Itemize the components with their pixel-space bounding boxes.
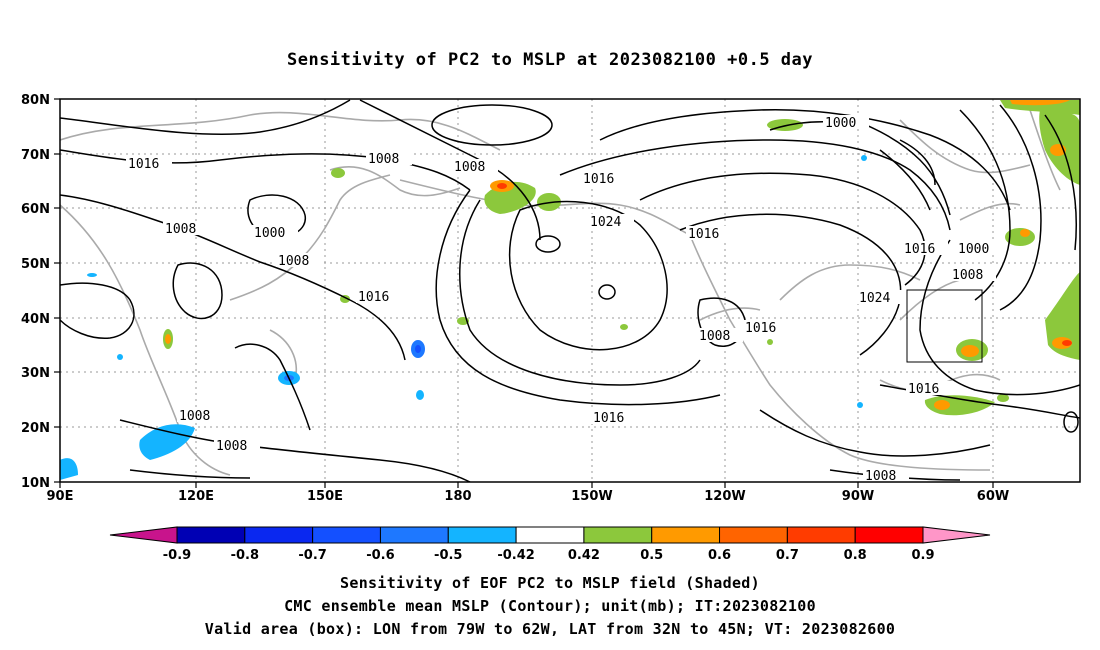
colorbar-box (244, 526, 314, 544)
colorbar-box (176, 526, 246, 544)
colorbar-label: 0.5 (640, 548, 663, 563)
contour-label: 1008 (165, 222, 196, 237)
colorbar-right-triangle (922, 526, 991, 544)
lon-label: 90W (842, 489, 874, 504)
valid-area-box (906, 289, 983, 363)
colorbar-label: 0.9 (911, 548, 934, 563)
colorbar-label: 0.7 (776, 548, 799, 563)
lon-label: 120W (704, 489, 745, 504)
lat-label: 80N (21, 93, 50, 108)
mslp-contours (60, 99, 1080, 482)
lat-label: 30N (21, 366, 50, 381)
contour-labels: 1016 1008 1008 1016 1000 1024 1016 1008 … (126, 115, 1002, 484)
colorbar-label: 0.8 (844, 548, 867, 563)
colorbar-box (786, 526, 856, 544)
lat-label: 10N (21, 476, 50, 491)
lat-label: 60N (21, 202, 50, 217)
latitude-labels: 80N 70N 60N 50N 40N 30N 20N 10N (21, 93, 50, 491)
contour-label: 1016 (583, 172, 614, 187)
lat-label: 50N (21, 257, 50, 272)
colorbar-box (651, 526, 721, 544)
contour-label: 1000 (825, 116, 856, 131)
shaded-regions (60, 100, 1080, 480)
colorbar-left-triangle (109, 526, 178, 544)
contour-label: 1008 (179, 409, 210, 424)
longitude-labels: 90E 120E 150E 180 150W 120W 90W 60W (47, 489, 1010, 504)
colorbar-box (583, 526, 653, 544)
sensitivity-map: 1016 1008 1008 1016 1000 1024 1016 1008 … (21, 93, 1081, 563)
colorbar: -0.9 -0.8 -0.7 -0.6 -0.5 -0.42 0.42 0.5 0.6 0.7 0.… (109, 526, 991, 563)
contour-label: 1016 (688, 227, 719, 242)
contour-label: 1008 (278, 254, 309, 269)
contour-label: 1008 (368, 152, 399, 167)
contour-label: 1008 (699, 329, 730, 344)
colorbar-box (719, 526, 788, 544)
colorbar-label: -0.8 (231, 548, 259, 563)
colorbar-label: -0.5 (434, 548, 462, 563)
lon-label: 180 (444, 489, 471, 504)
colorbar-label: -0.42 (497, 548, 534, 563)
contour-label: 1008 (216, 439, 247, 454)
caption-shaded: Sensitivity of EOF PC2 to MSLP field (Sh… (340, 574, 760, 592)
colorbar-box (447, 526, 517, 544)
lat-label: 20N (21, 421, 50, 436)
contour-label: 1016 (593, 411, 624, 426)
caption-contour: CMC ensemble mean MSLP (Contour); unit(m… (284, 597, 816, 615)
contour-label: 1016 (908, 382, 939, 397)
lat-label: 40N (21, 312, 50, 327)
colorbar-label: 0.6 (708, 548, 731, 563)
lon-label: 90E (47, 489, 74, 504)
colorbar-box (515, 526, 585, 544)
colorbar-box (312, 526, 381, 544)
map-frame (59, 98, 1081, 483)
colorbar-box (854, 526, 924, 544)
contour-label: 1000 (254, 226, 285, 241)
chart-title: Sensitivity of PC2 to MSLP at 2023082100… (286, 50, 813, 70)
contour-label: 1008 (454, 160, 485, 175)
contour-label: 1016 (745, 321, 776, 336)
colorbar-label: 0.42 (568, 548, 600, 563)
contour-label: 1024 (590, 215, 621, 230)
contour-label: 1000 (958, 242, 989, 257)
contour-label: 1008 (952, 268, 983, 283)
axis-ticks (54, 98, 994, 488)
colorbar-label: -0.7 (298, 548, 326, 563)
caption-valid-area: Valid area (box): LON from 79W to 62W, L… (204, 620, 896, 638)
colorbar-label: -0.9 (163, 548, 191, 563)
colorbar-box (379, 526, 449, 544)
lon-label: 150E (307, 489, 343, 504)
contour-label: 1024 (859, 291, 890, 306)
contour-label: 1016 (904, 242, 935, 257)
lon-label: 120E (178, 489, 214, 504)
lon-label: 60W (977, 489, 1009, 504)
colorbar-label: -0.6 (366, 548, 394, 563)
lat-label: 70N (21, 148, 50, 163)
lon-label: 150W (571, 489, 612, 504)
contour-label: 1008 (865, 469, 896, 484)
contour-label: 1016 (128, 157, 159, 172)
contour-label: 1016 (358, 290, 389, 305)
